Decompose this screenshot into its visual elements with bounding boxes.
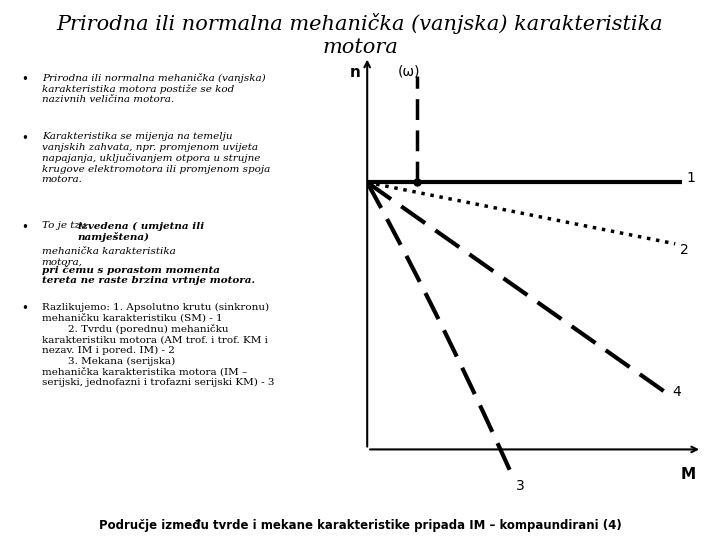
Text: Prirodna ili normalna mehanička (vanjska) karakteristika: Prirodna ili normalna mehanička (vanjska… (57, 14, 663, 35)
Text: izvedena ( umjetna ili
namještena): izvedena ( umjetna ili namještena) (78, 221, 204, 242)
Text: M: M (680, 467, 696, 482)
Text: (ω): (ω) (397, 65, 420, 78)
Text: Područje između tvrde i mekane karakteristike pripada IM – kompaundirani (4): Područje između tvrde i mekane karakteri… (99, 519, 621, 532)
Text: 1: 1 (687, 171, 696, 185)
Text: 2: 2 (680, 242, 689, 256)
Text: n: n (350, 65, 361, 79)
Text: To je tzv.: To je tzv. (42, 221, 91, 231)
Text: •: • (22, 221, 29, 234)
Text: •: • (22, 302, 29, 315)
Text: Prirodna ili normalna mehanička (vanjska)
karakteristika motora postiže se kod
n: Prirodna ili normalna mehanička (vanjska… (42, 73, 266, 104)
Text: mehanička karakteristika
motora,: mehanička karakteristika motora, (42, 247, 176, 266)
Text: 3: 3 (516, 479, 525, 493)
Text: pri čemu s porastom momenta
tereta ne raste brzina vrtnje motora.: pri čemu s porastom momenta tereta ne ra… (42, 265, 255, 285)
Text: motora: motora (322, 38, 398, 57)
Text: 4: 4 (672, 386, 680, 400)
Text: Razlikujemo: 1. Apsolutno krutu (sinkronu)
mehaničku karakteristiku (SM) - 1
   : Razlikujemo: 1. Apsolutno krutu (sinkron… (42, 302, 274, 387)
Text: •: • (22, 73, 29, 86)
Text: •: • (22, 132, 29, 145)
Text: Karakteristika se mijenja na temelju
vanjskih zahvata, npr. promjenom uvijeta
na: Karakteristika se mijenja na temelju van… (42, 132, 270, 184)
